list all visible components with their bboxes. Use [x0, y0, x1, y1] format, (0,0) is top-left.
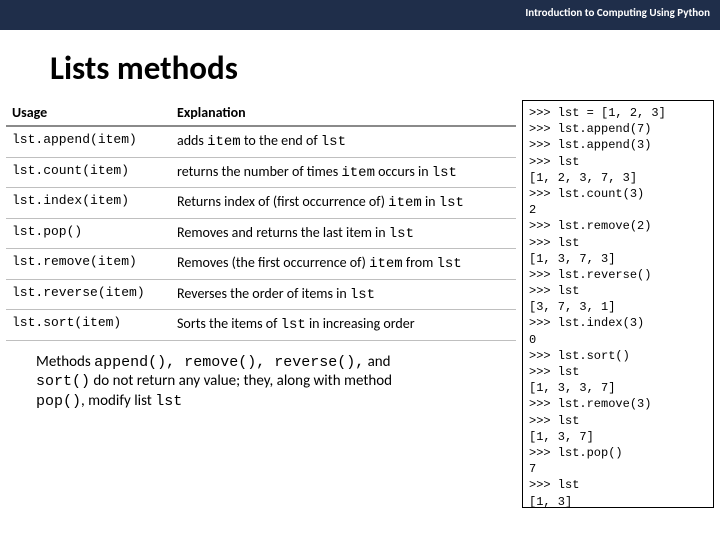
usage-cell: lst.remove(item): [6, 249, 171, 280]
code-text: lst: [437, 256, 462, 272]
table-row: lst.sort(item)Sorts the items of lst in …: [6, 310, 516, 341]
code-text: lst: [281, 317, 306, 333]
plain-text: Removes (the first occurrence of): [177, 254, 369, 271]
plain-text: returns the number of times: [177, 163, 341, 180]
usage-cell: lst.index(item): [6, 188, 171, 219]
code-text: lst: [389, 226, 414, 242]
code-text: item: [388, 195, 422, 211]
col-explanation: Explanation: [171, 100, 516, 126]
note-code: pop(): [36, 393, 81, 410]
explanation-cell: Sorts the items of lst in increasing ord…: [171, 310, 516, 341]
plain-text: in: [422, 193, 439, 210]
plain-text: Reverses the order of items in: [177, 285, 350, 302]
content-row: Usage Explanation lst.append(item)adds i…: [0, 100, 720, 508]
plain-text: adds: [177, 132, 207, 149]
plain-text: Sorts the items of: [177, 315, 281, 332]
code-text: lst: [432, 165, 457, 181]
plain-text: in increasing order: [306, 315, 415, 332]
table-row: lst.reverse(item)Reverses the order of i…: [6, 279, 516, 310]
code-text: lst: [439, 195, 464, 211]
usage-cell: lst.append(item): [6, 126, 171, 157]
explanation-cell: Returns index of (first occurrence of) i…: [171, 188, 516, 219]
plain-text: Removes and returns the last item in: [177, 224, 389, 241]
note-text: , modify list: [81, 392, 155, 410]
table-row: lst.remove(item)Removes (the first occur…: [6, 249, 516, 280]
note-text: do not return any value; they, along wit…: [90, 372, 392, 390]
table-row: lst.count(item)returns the number of tim…: [6, 157, 516, 188]
explanation-cell: returns the number of times item occurs …: [171, 157, 516, 188]
table-row: lst.index(item)Returns index of (first o…: [6, 188, 516, 219]
table-row: lst.append(item)adds item to the end of …: [6, 126, 516, 157]
code-text: item: [369, 256, 403, 272]
plain-text: from: [403, 254, 437, 271]
code-text: item: [207, 134, 241, 150]
explanation-cell: adds item to the end of lst: [171, 126, 516, 157]
explanation-cell: Reverses the order of items in lst: [171, 279, 516, 310]
explanation-cell: Removes and returns the last item in lst: [171, 218, 516, 249]
plain-text: occurs in: [375, 163, 432, 180]
plain-text: to the end of: [241, 132, 321, 149]
code-text: item: [341, 165, 375, 181]
code-text: lst: [350, 287, 375, 303]
terminal-output: >>> lst = [1, 2, 3] >>> lst.append(7) >>…: [522, 100, 714, 508]
table-header-row: Usage Explanation: [6, 100, 516, 126]
note-code: sort(): [36, 373, 90, 390]
note-text: and: [364, 353, 390, 371]
note-text: Methods: [36, 353, 94, 371]
course-header: Introduction to Computing Using Python: [0, 0, 720, 30]
footnote: Methods append(), remove(), reverse(), a…: [6, 341, 436, 412]
note-code: lst: [155, 393, 182, 410]
note-code: append(), remove(), reverse(),: [94, 354, 364, 371]
table-row: lst.pop()Removes and returns the last it…: [6, 218, 516, 249]
usage-cell: lst.reverse(item): [6, 279, 171, 310]
methods-table: Usage Explanation lst.append(item)adds i…: [6, 100, 516, 341]
usage-cell: lst.sort(item): [6, 310, 171, 341]
col-usage: Usage: [6, 100, 171, 126]
explanation-cell: Removes (the first occurrence of) item f…: [171, 249, 516, 280]
usage-cell: lst.count(item): [6, 157, 171, 188]
course-title: Introduction to Computing Using Python: [525, 6, 710, 19]
code-text: lst: [321, 134, 346, 150]
page-title: Lists methods: [0, 30, 720, 100]
usage-cell: lst.pop(): [6, 218, 171, 249]
plain-text: Returns index of (first occurrence of): [177, 193, 388, 210]
table-area: Usage Explanation lst.append(item)adds i…: [6, 100, 516, 508]
